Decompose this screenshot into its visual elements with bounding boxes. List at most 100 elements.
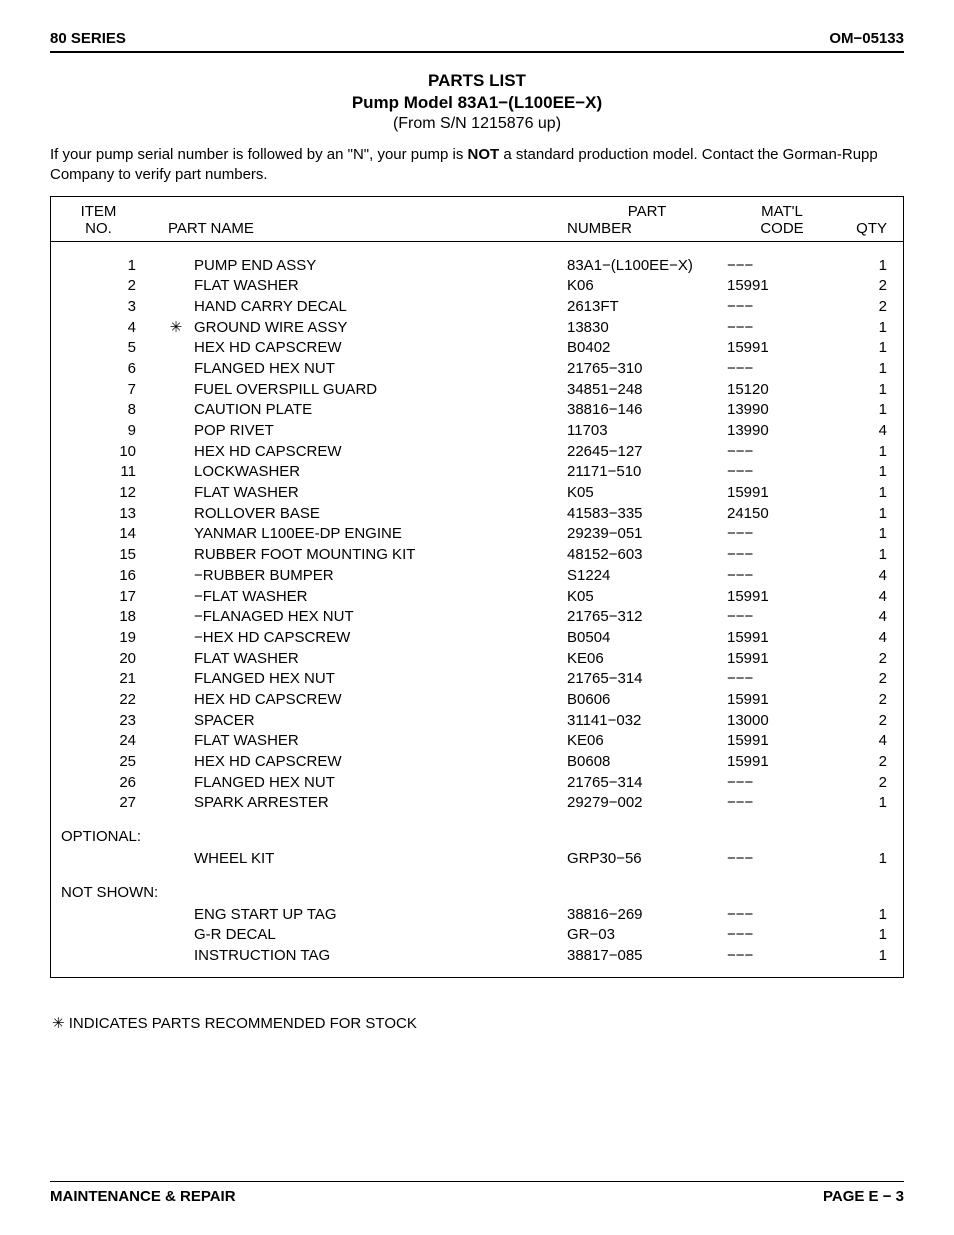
cell-stock-star [162, 256, 190, 277]
cell-matl-code: 15991 [727, 752, 837, 773]
notshown-label: NOT SHOWN: [61, 884, 893, 901]
cell-stock-star [162, 566, 190, 587]
cell-item-no: 4 [61, 318, 162, 339]
cell-stock-star [162, 628, 190, 649]
cell-qty: 4 [837, 566, 893, 587]
cell-stock-star [162, 442, 190, 463]
table-row: 23SPACER31141−032130002 [61, 711, 893, 732]
cell-part-number: B0504 [567, 628, 727, 649]
cell-part-name: FLAT WASHER [190, 731, 567, 752]
cell-qty: 1 [837, 483, 893, 504]
cell-qty: 2 [837, 276, 893, 297]
cell-matl-code: 13000 [727, 711, 837, 732]
cell-stock-star [162, 649, 190, 670]
cell-item-no: 6 [61, 359, 162, 380]
cell-item-no: 19 [61, 628, 162, 649]
cell-qty: 1 [837, 504, 893, 525]
title-line-2: Pump Model 83A1−(L100EE−X) [50, 93, 904, 113]
cell-part-name: FLANGED HEX NUT [190, 359, 567, 380]
footer-left: MAINTENANCE & REPAIR [50, 1188, 236, 1205]
cell-matl-code: 15991 [727, 338, 837, 359]
cell-stock-star [162, 380, 190, 401]
cell-qty: 1 [837, 524, 893, 545]
cell-item-no [61, 849, 162, 870]
title-line-3: (From S/N 1215876 up) [50, 115, 904, 133]
col-header-matl: MAT'L CODE [727, 203, 837, 237]
cell-matl-code: −−− [727, 566, 837, 587]
cell-part-number: 13830 [567, 318, 727, 339]
col-header-part-l1: PART [567, 203, 727, 220]
cell-item-no: 25 [61, 752, 162, 773]
cell-stock-star [162, 946, 190, 967]
cell-part-number: 29239−051 [567, 524, 727, 545]
cell-matl-code: −−− [727, 905, 837, 926]
cell-part-name: YANMAR L100EE-DP ENGINE [190, 524, 567, 545]
cell-part-number: 29279−002 [567, 793, 727, 814]
cell-item-no: 9 [61, 421, 162, 442]
cell-matl-code: 15991 [727, 649, 837, 670]
cell-part-name: −HEX HD CAPSCREW [190, 628, 567, 649]
cell-qty: 4 [837, 628, 893, 649]
cell-part-name: HEX HD CAPSCREW [190, 752, 567, 773]
title-block: PARTS LIST Pump Model 83A1−(L100EE−X) (F… [50, 71, 904, 133]
col-header-part: PART NUMBER [567, 203, 727, 237]
cell-stock-star: ✳ [162, 318, 190, 339]
table-row: 1PUMP END ASSY83A1−(L100EE−X)−−−1 [61, 256, 893, 277]
cell-qty: 1 [837, 256, 893, 277]
cell-part-name: GROUND WIRE ASSY [190, 318, 567, 339]
table-body: 1PUMP END ASSY83A1−(L100EE−X)−−−12FLAT W… [51, 242, 903, 977]
cell-qty: 4 [837, 731, 893, 752]
cell-stock-star [162, 773, 190, 794]
table-row: 2FLAT WASHERK06159912 [61, 276, 893, 297]
cell-matl-code: −−− [727, 849, 837, 870]
footer-right: PAGE E − 3 [823, 1188, 904, 1205]
header-left: 80 SERIES [50, 30, 126, 47]
cell-item-no: 13 [61, 504, 162, 525]
cell-stock-star [162, 400, 190, 421]
cell-part-number: S1224 [567, 566, 727, 587]
cell-qty: 1 [837, 400, 893, 421]
cell-part-number: B0608 [567, 752, 727, 773]
cell-matl-code: −−− [727, 524, 837, 545]
cell-stock-star [162, 276, 190, 297]
cell-part-number: 2613FT [567, 297, 727, 318]
table-row: WHEEL KITGRP30−56−−−1 [61, 849, 893, 870]
cell-matl-code: −−− [727, 607, 837, 628]
table-row: 3HAND CARRY DECAL2613FT−−−2 [61, 297, 893, 318]
col-header-item: ITEM NO. [61, 203, 136, 237]
cell-stock-star [162, 925, 190, 946]
cell-stock-star [162, 545, 190, 566]
rows-main: 1PUMP END ASSY83A1−(L100EE−X)−−−12FLAT W… [61, 256, 893, 815]
table-row: 9POP RIVET11703139904 [61, 421, 893, 442]
cell-item-no: 7 [61, 380, 162, 401]
cell-qty: 4 [837, 587, 893, 608]
cell-item-no: 17 [61, 587, 162, 608]
cell-matl-code: −−− [727, 946, 837, 967]
cell-part-number: 21765−314 [567, 669, 727, 690]
cell-part-name: WHEEL KIT [190, 849, 567, 870]
cell-qty: 2 [837, 649, 893, 670]
table-row: ENG START UP TAG38816−269−−−1 [61, 905, 893, 926]
cell-part-number: 21765−314 [567, 773, 727, 794]
cell-stock-star [162, 587, 190, 608]
table-row: 20FLAT WASHERKE06159912 [61, 649, 893, 670]
cell-matl-code: 13990 [727, 400, 837, 421]
cell-stock-star [162, 483, 190, 504]
table-row: 8CAUTION PLATE38816−146139901 [61, 400, 893, 421]
cell-part-number: 83A1−(L100EE−X) [567, 256, 727, 277]
cell-item-no: 2 [61, 276, 162, 297]
note-bold: NOT [468, 146, 500, 163]
table-row: 12FLAT WASHERK05159911 [61, 483, 893, 504]
cell-part-name: SPARK ARRESTER [190, 793, 567, 814]
cell-stock-star [162, 338, 190, 359]
table-row: 6FLANGED HEX NUT21765−310−−−1 [61, 359, 893, 380]
optional-label: OPTIONAL: [61, 828, 893, 845]
cell-qty: 2 [837, 752, 893, 773]
col-header-qty: QTY [837, 203, 893, 237]
cell-stock-star [162, 752, 190, 773]
cell-item-no: 21 [61, 669, 162, 690]
cell-part-number: 31141−032 [567, 711, 727, 732]
cell-matl-code: −−− [727, 359, 837, 380]
cell-item-no: 24 [61, 731, 162, 752]
cell-part-number: 21765−312 [567, 607, 727, 628]
